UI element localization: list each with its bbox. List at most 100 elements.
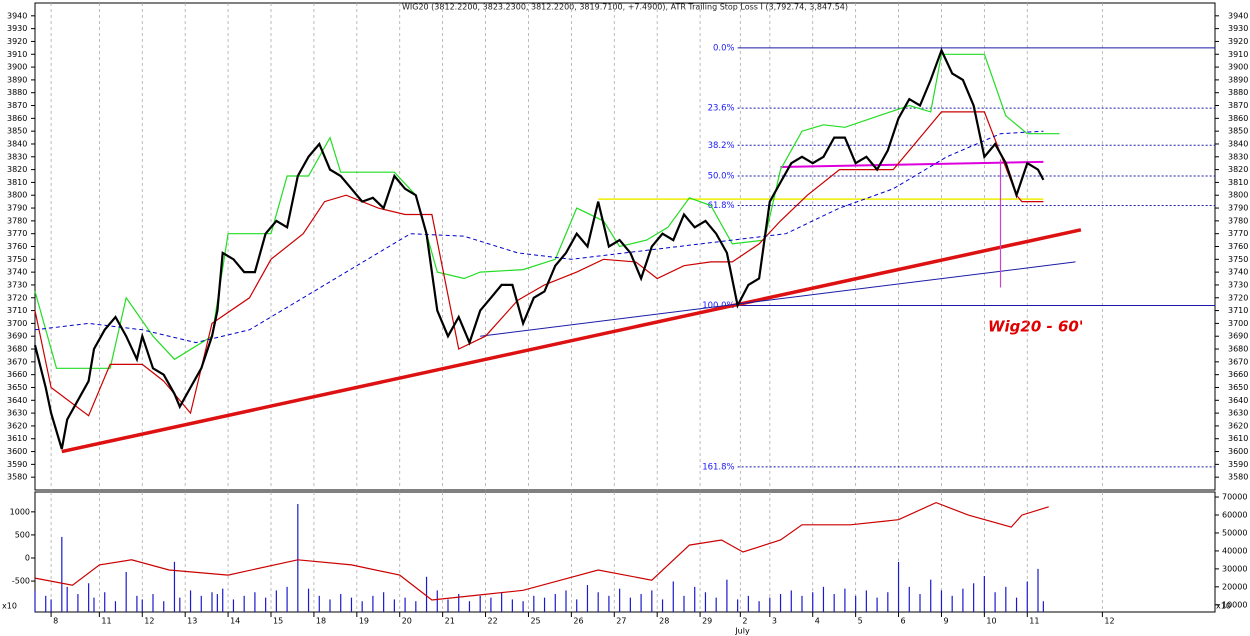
x-tick-label: 10 xyxy=(986,617,996,626)
volume-bar xyxy=(468,601,471,612)
y-tick-label: 3610 xyxy=(7,434,27,443)
volume-bar xyxy=(479,595,481,612)
y-tick-label: 3680 xyxy=(7,345,27,354)
volume-bar xyxy=(77,594,79,612)
y-tick-label: 3690 xyxy=(1228,332,1248,341)
x-tick-label: 19 xyxy=(359,617,369,626)
volume-bar xyxy=(758,601,760,612)
y-tick-label: 3660 xyxy=(7,370,27,379)
volume-bar xyxy=(715,597,717,612)
volume-bar xyxy=(511,599,513,612)
y-tick-label: 3860 xyxy=(1228,114,1248,123)
volume-bar xyxy=(243,595,245,612)
y-tick-label: 3930 xyxy=(7,24,27,33)
y-tick-label: 3630 xyxy=(7,409,27,418)
y-tick-label: 3920 xyxy=(1228,37,1248,46)
y-tick-label: 3620 xyxy=(7,421,27,430)
y-tick-label: 3900 xyxy=(7,63,27,72)
y-tick-label: 3890 xyxy=(7,75,27,84)
volume-bar xyxy=(962,588,964,612)
y-tick-label: 3700 xyxy=(7,319,27,328)
volume-bar xyxy=(672,581,674,612)
fib-label: 161.8% xyxy=(702,462,734,472)
y-tick-label: 3640 xyxy=(7,396,27,405)
indicator-line xyxy=(34,501,1049,601)
volume-bar xyxy=(200,595,202,612)
volume-bar xyxy=(694,586,696,612)
volume-bar xyxy=(61,536,63,612)
volume-bar xyxy=(490,597,492,612)
volume-bar xyxy=(50,599,52,612)
x-tick-label: 26 xyxy=(573,617,583,626)
volume-bar xyxy=(189,590,192,612)
y-tick-label: 3630 xyxy=(1228,409,1248,418)
y-tick-label: 3900 xyxy=(1228,63,1248,72)
volume-bar xyxy=(34,590,36,612)
y2-tick-label: 30000 xyxy=(1222,564,1247,573)
x-tick-label: 9 xyxy=(943,617,948,626)
volume-bar xyxy=(179,597,181,612)
volume-bar xyxy=(254,592,256,612)
y-tick-label: 3710 xyxy=(1228,306,1248,315)
y-tick-label: 3930 xyxy=(1228,24,1248,33)
volume-bar xyxy=(88,583,90,612)
volume-bar xyxy=(297,504,299,612)
x-tick-label: 12 xyxy=(144,617,154,626)
volume-bar xyxy=(1037,568,1039,612)
y-tick-label: 500 xyxy=(15,530,30,539)
y-tick-label: 3760 xyxy=(1228,242,1248,251)
volume-bar xyxy=(876,597,878,612)
y-tick-label: 3890 xyxy=(1228,75,1248,84)
x-tick-label: 2 xyxy=(742,617,747,626)
volume-bar xyxy=(790,590,792,612)
volume-bar xyxy=(908,586,910,612)
y-tick-label: 3790 xyxy=(7,204,27,213)
volume-bar xyxy=(897,561,900,612)
y-tick-label: 3710 xyxy=(7,306,27,315)
volume-bar xyxy=(222,588,224,612)
volume-bar xyxy=(533,595,535,612)
volume-bar xyxy=(651,590,653,612)
volume-bar xyxy=(372,595,374,612)
volume-bar xyxy=(501,592,503,612)
volume-bar xyxy=(329,599,331,612)
volume-bar xyxy=(286,586,288,612)
volume-bar xyxy=(152,594,154,612)
volume-bar xyxy=(565,590,567,612)
volume-bar xyxy=(415,601,417,612)
volume-bar xyxy=(522,601,524,612)
volume-bar xyxy=(597,592,599,612)
series-line xyxy=(34,111,1044,417)
y-tick-label: 3880 xyxy=(1228,88,1248,97)
volume-bar xyxy=(45,595,47,612)
y-tick-label: -500 xyxy=(12,577,30,586)
y-tick-label: 1000 xyxy=(10,507,30,516)
volume-bar xyxy=(1015,597,1018,612)
volume-bar xyxy=(747,595,749,612)
volume-bar xyxy=(940,590,943,612)
y-tick-label: 3850 xyxy=(1228,127,1248,136)
y-tick-label: 3850 xyxy=(7,127,27,136)
volume-bar xyxy=(865,590,867,612)
volume-bar xyxy=(608,595,610,612)
volume-bar xyxy=(619,588,621,612)
volume-bar xyxy=(983,576,985,612)
volume-bar xyxy=(855,595,857,612)
volume-bar xyxy=(833,594,835,612)
volume-bar xyxy=(1042,601,1044,612)
volume-bar xyxy=(887,592,889,612)
unit-label: x10 xyxy=(2,602,17,611)
volume-bar xyxy=(173,561,176,612)
y2-tick-label: 10000 xyxy=(1222,600,1247,609)
volume-bar xyxy=(350,597,353,612)
volume-bar xyxy=(93,597,95,612)
volume-bar xyxy=(265,597,267,612)
volume-bar xyxy=(951,595,953,612)
y-tick-label: 3920 xyxy=(7,37,27,46)
volume-bar xyxy=(1026,581,1028,612)
volume-bar xyxy=(779,594,782,612)
y-tick-label: 3610 xyxy=(1228,434,1248,443)
y-tick-label: 3870 xyxy=(7,101,27,110)
y-tick-label: 3750 xyxy=(1228,255,1248,264)
